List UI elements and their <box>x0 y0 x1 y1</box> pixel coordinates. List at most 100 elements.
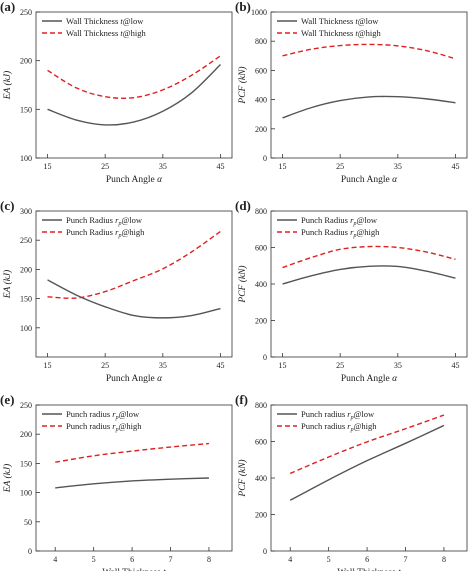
series-line-high <box>55 442 210 463</box>
x-axis-label: Wall Thickness t <box>337 568 401 571</box>
x-tick-label: 45 <box>451 361 459 370</box>
chart-panel-b: (b) 15 25 35 45 0 200 400 600 800 1000 Punch Angle … <box>235 0 468 185</box>
y-tick-label: 200 <box>20 265 32 274</box>
y-tick-label: 600 <box>255 66 267 75</box>
x-tick-label: 15 <box>279 162 287 171</box>
plot-frame <box>35 404 233 552</box>
x-axis-symbol: α <box>157 374 163 384</box>
x-tick-label: 45 <box>451 162 459 171</box>
y-tick-label: 300 <box>20 207 32 216</box>
y-axis-label: PCF (kN) <box>237 459 248 497</box>
panel-tag: (a) <box>0 0 15 14</box>
legend-suffix: @low <box>121 215 142 225</box>
legend-suffix: @low <box>358 16 379 26</box>
y-tick-label: 150 <box>20 105 32 114</box>
x-axis-label-text: Wall Thickness <box>337 568 398 571</box>
y-tick-label: 200 <box>255 125 267 134</box>
legend-symbol: r <box>112 421 116 431</box>
plot-frame <box>270 11 468 159</box>
legend-entry: Punch Radius rp@high <box>66 227 145 239</box>
y-tick-label: 150 <box>20 295 32 304</box>
legend-symbol: r <box>350 215 354 225</box>
x-axis-label-text: Punch Angle <box>106 175 157 185</box>
legend-entry: Punch radius rp@low <box>66 409 140 421</box>
x-axis-symbol: α <box>392 374 398 384</box>
legend-symbol: r <box>115 215 119 225</box>
legend-name: Wall Thickness <box>301 16 355 26</box>
legend-name: Punch Radius <box>66 227 115 237</box>
y-tick-label: 250 <box>20 401 32 410</box>
x-axis-symbol: α <box>392 175 398 185</box>
panel-tag: (e) <box>0 392 14 407</box>
legend-subscript: p <box>117 221 121 227</box>
legend-name: Punch Radius <box>301 215 350 225</box>
y-tick-label: 800 <box>255 37 267 46</box>
x-axis-label: Punch Angle α <box>106 374 163 384</box>
chart-panel-e: (e) 4 5 6 7 8 0 50 100 150 200 250 Wall Thickness t E… <box>0 392 233 571</box>
legend-name: Wall Thickness <box>66 28 120 38</box>
x-tick-label: 15 <box>44 162 52 171</box>
panel-tag: (f) <box>235 392 248 407</box>
legend-entry: Punch Radius rp@low <box>301 215 378 227</box>
y-tick-label: 600 <box>255 438 267 447</box>
x-axis-label-text: Wall Thickness <box>102 568 163 571</box>
legend-name: Punch radius <box>301 421 347 431</box>
x-axis-label: Punch Angle α <box>341 374 398 384</box>
x-tick-label: 7 <box>404 555 408 564</box>
x-axis-label: Punch Angle α <box>341 175 398 185</box>
chart-panel-f: (f) 4 5 6 7 8 0 200 400 600 800 Wall Thickness t PCF… <box>235 392 468 571</box>
legend-suffix: @high <box>123 28 147 38</box>
legend-suffix: @high <box>354 421 378 431</box>
chart-panel-d: (d) 15 25 35 45 0 200 400 600 800 Punch Angle α PCF… <box>235 198 468 384</box>
legend-symbol: r <box>115 227 119 237</box>
series-line-low <box>282 265 456 285</box>
y-tick-label: 250 <box>20 236 32 245</box>
x-tick-label: 6 <box>365 555 369 564</box>
legend-suffix: @high <box>358 28 382 38</box>
legend-subscript: p <box>350 427 354 433</box>
y-tick-label: 100 <box>20 489 32 498</box>
series-line-high <box>289 414 445 475</box>
y-tick-label: 0 <box>263 154 267 163</box>
panel-tag: (d) <box>235 198 251 213</box>
y-tick-label: 0 <box>263 547 267 556</box>
x-tick-label: 6 <box>130 555 134 564</box>
legend-subscript: p <box>115 415 119 421</box>
x-tick-label: 25 <box>336 361 344 370</box>
legend-entry: Wall Thickness t@low <box>66 16 144 26</box>
series-line-low <box>55 477 209 489</box>
y-tick-label: 400 <box>255 96 267 105</box>
legend-subscript: p <box>115 427 119 433</box>
legend-entry: Punch radius rp@high <box>301 421 377 433</box>
y-tick-label: 200 <box>20 430 32 439</box>
series-line-high <box>282 245 456 269</box>
legend-subscript: p <box>352 233 356 239</box>
legend-name: Punch radius <box>66 421 112 431</box>
x-axis-label: Wall Thickness t <box>102 568 166 571</box>
y-axis-label: PCF (kN) <box>237 66 248 104</box>
x-axis-label-text: Punch Angle <box>106 374 157 384</box>
legend-entry: Punch Radius rp@high <box>301 227 380 239</box>
legend-symbol: t <box>120 28 123 38</box>
plot-frame <box>35 11 233 159</box>
y-tick-label: 100 <box>20 154 32 163</box>
y-tick-label: 100 <box>20 324 32 333</box>
x-tick-label: 15 <box>44 361 52 370</box>
y-tick-label: 200 <box>255 317 267 326</box>
chart-panel-c: (c) 15 25 35 45 100 150 200 250 300 Punch Angle α E… <box>0 198 233 384</box>
legend-symbol: r <box>347 409 351 419</box>
legend-subscript: p <box>352 221 356 227</box>
x-tick-label: 15 <box>279 361 287 370</box>
x-tick-label: 4 <box>288 555 292 564</box>
x-axis-label-text: Punch Angle <box>341 374 392 384</box>
legend-suffix: @low <box>123 16 144 26</box>
series-line-high <box>282 43 456 60</box>
x-tick-label: 25 <box>101 162 109 171</box>
y-axis-label: EA (kJ) <box>2 270 13 300</box>
legend-suffix: @high <box>119 421 143 431</box>
x-tick-label: 5 <box>92 555 96 564</box>
x-tick-label: 35 <box>394 361 402 370</box>
legend-suffix: @low <box>354 409 375 419</box>
legend-subscript: p <box>117 233 121 239</box>
